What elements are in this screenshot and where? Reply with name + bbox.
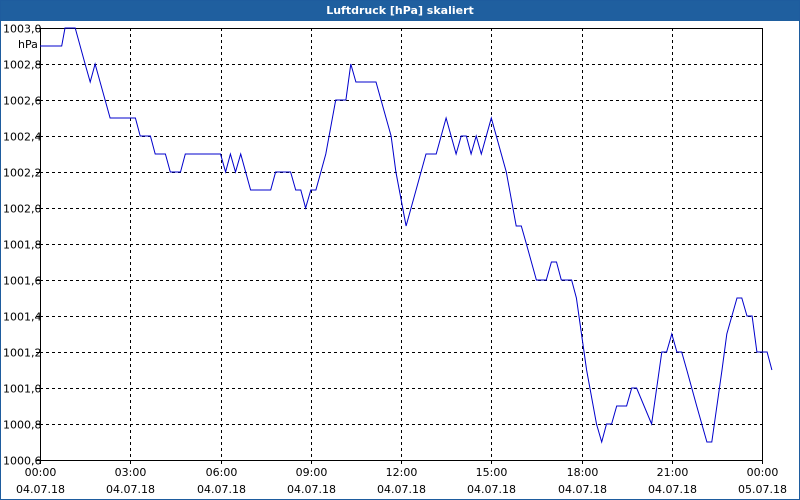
x-tick-time-label: 03:00: [115, 466, 147, 479]
x-tick-date-label: 04.07.18: [377, 483, 426, 496]
x-tick-date-label: 04.07.18: [287, 483, 336, 496]
x-tick-time-label: 12:00: [386, 466, 418, 479]
y-tick-label: 1001,6: [3, 275, 42, 288]
x-tick-time-label: 18:00: [567, 466, 599, 479]
y-axis-label: hPa: [18, 38, 38, 51]
x-tick-date-label: 05.07.18: [738, 483, 787, 496]
y-tick-label: 1002,8: [3, 59, 42, 72]
x-tick-date-label: 04.07.18: [558, 483, 607, 496]
y-tick-label: 1001,8: [3, 239, 42, 252]
pressure-series-line: [40, 27, 773, 444]
x-tick-date-label: 04.07.18: [648, 483, 697, 496]
x-tick-date-label: 04.07.18: [197, 483, 246, 496]
x-tick-time-label: 00:00: [25, 466, 57, 479]
y-tick-label: 1000,6: [3, 455, 42, 468]
y-tick-label: 1002,4: [3, 131, 42, 144]
x-tick-time-label: 15:00: [476, 466, 508, 479]
y-tick-label: 1001,2: [3, 347, 42, 360]
x-axis-ticks: 00:00 04.07.18 03:00 04.07.18 06:00 04.07.18 0…: [16, 460, 787, 496]
y-tick-label: 1003,0: [3, 23, 42, 36]
y-tick-label: 1001,4: [3, 311, 42, 324]
y-tick-label: 1000,8: [3, 419, 42, 432]
y-tick-label: 1002,2: [3, 167, 42, 180]
y-tick-label: 1001,0: [3, 383, 42, 396]
y-tick-label: 1002,6: [3, 95, 42, 108]
chart-title: Luftdruck [hPa] skaliert: [1, 1, 799, 21]
x-tick-date-label: 04.07.18: [467, 483, 516, 496]
y-tick-label: 1002,0: [3, 203, 42, 216]
x-tick-date-label: 04.07.18: [106, 483, 155, 496]
x-tick-time-label: 09:00: [296, 466, 328, 479]
x-tick-date-label: 04.07.18: [16, 483, 65, 496]
y-axis-ticks: 1000,6 1000,8 1001,0 1001,2 1001,4 1001,6 1001…: [3, 23, 42, 468]
grid-lines: [40, 28, 762, 460]
x-tick-time-label: 06:00: [206, 466, 238, 479]
x-tick-time-label: 00:00: [747, 466, 779, 479]
x-tick-time-label: 21:00: [657, 466, 689, 479]
